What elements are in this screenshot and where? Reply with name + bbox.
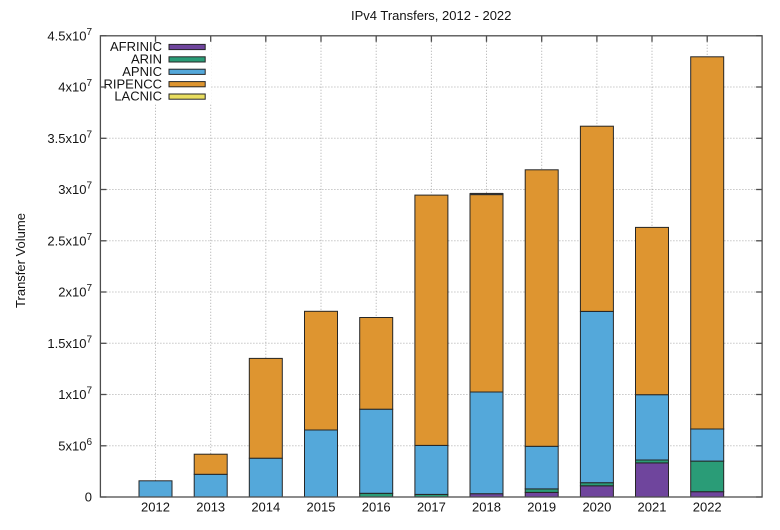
svg-text:2019: 2019 [527, 500, 556, 515]
svg-text:LACNIC: LACNIC [114, 89, 162, 104]
svg-text:2015: 2015 [307, 500, 336, 515]
svg-text:APNIC: APNIC [122, 64, 162, 79]
svg-text:Transfer Volume: Transfer Volume [13, 213, 28, 308]
svg-text:2x107: 2x107 [58, 283, 92, 300]
svg-text:2022: 2022 [693, 500, 722, 515]
svg-text:4x107: 4x107 [58, 78, 92, 95]
svg-text:2012: 2012 [141, 500, 170, 515]
svg-text:4.5x107: 4.5x107 [47, 27, 92, 44]
svg-text:2016: 2016 [362, 500, 391, 515]
svg-text:0: 0 [85, 490, 92, 505]
svg-text:3.5x107: 3.5x107 [47, 129, 92, 146]
svg-text:ARIN: ARIN [131, 52, 162, 67]
svg-text:2017: 2017 [417, 500, 446, 515]
svg-text:AFRINIC: AFRINIC [110, 39, 162, 54]
svg-text:2014: 2014 [251, 500, 280, 515]
svg-text:IPv4 Transfers, 2012 - 2022: IPv4 Transfers, 2012 - 2022 [351, 8, 511, 23]
svg-text:2021: 2021 [638, 500, 667, 515]
svg-text:RIPENCC: RIPENCC [103, 76, 162, 91]
svg-text:2013: 2013 [196, 500, 225, 515]
svg-text:1.5x107: 1.5x107 [47, 334, 92, 351]
svg-text:3x107: 3x107 [58, 181, 92, 198]
svg-text:1x107: 1x107 [58, 386, 92, 403]
svg-text:2018: 2018 [472, 500, 501, 515]
svg-text:2.5x107: 2.5x107 [47, 232, 92, 249]
svg-text:2020: 2020 [582, 500, 611, 515]
svg-text:5x106: 5x106 [58, 437, 92, 454]
